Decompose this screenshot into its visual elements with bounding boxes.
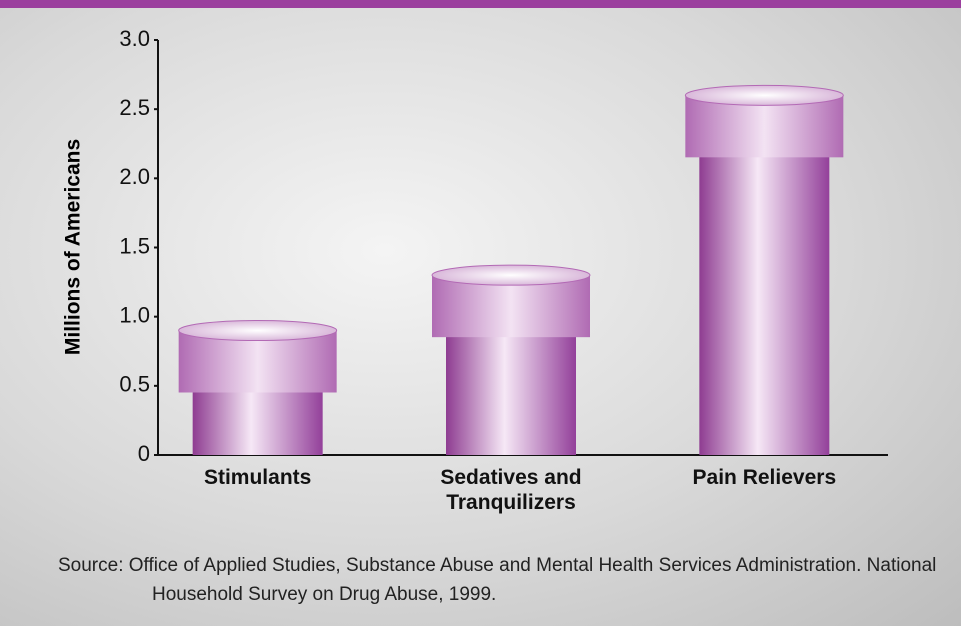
bar (685, 85, 843, 455)
bar-cap-top (432, 265, 590, 285)
y-axis-label: Millions of Americans (62, 139, 85, 355)
y-tick-label: 0 (138, 441, 150, 466)
y-tick-label: 2.5 (119, 95, 150, 120)
y-tick-label: 1.5 (119, 233, 150, 258)
y-tick-label: 3.0 (119, 26, 150, 51)
y-tick-label: 0.5 (119, 372, 150, 397)
source: Source: Office of Applied Studies, Subst… (58, 551, 961, 609)
bar-cap-top (179, 321, 337, 341)
bar-body (446, 331, 576, 455)
y-tick-label: 1.0 (119, 302, 150, 327)
chart: Millions of Americans 0 0.5 1.0 1.5 2.0 2.5 3.… (0, 0, 961, 626)
bar (432, 265, 590, 455)
plot: Millions of Americans 0 0.5 1.0 1.5 2.0 2.5 3.… (0, 0, 961, 626)
bar-cap-top (685, 85, 843, 105)
bar-body (193, 387, 323, 456)
bar-body (699, 151, 829, 455)
y-tick-label: 2.0 (119, 164, 150, 189)
x-tick-label: Stimulants (158, 465, 358, 490)
bar (179, 321, 337, 456)
x-tick-label: Sedatives and Tranquilizers (426, 465, 596, 515)
x-tick-label: Pain Relievers (664, 465, 864, 490)
